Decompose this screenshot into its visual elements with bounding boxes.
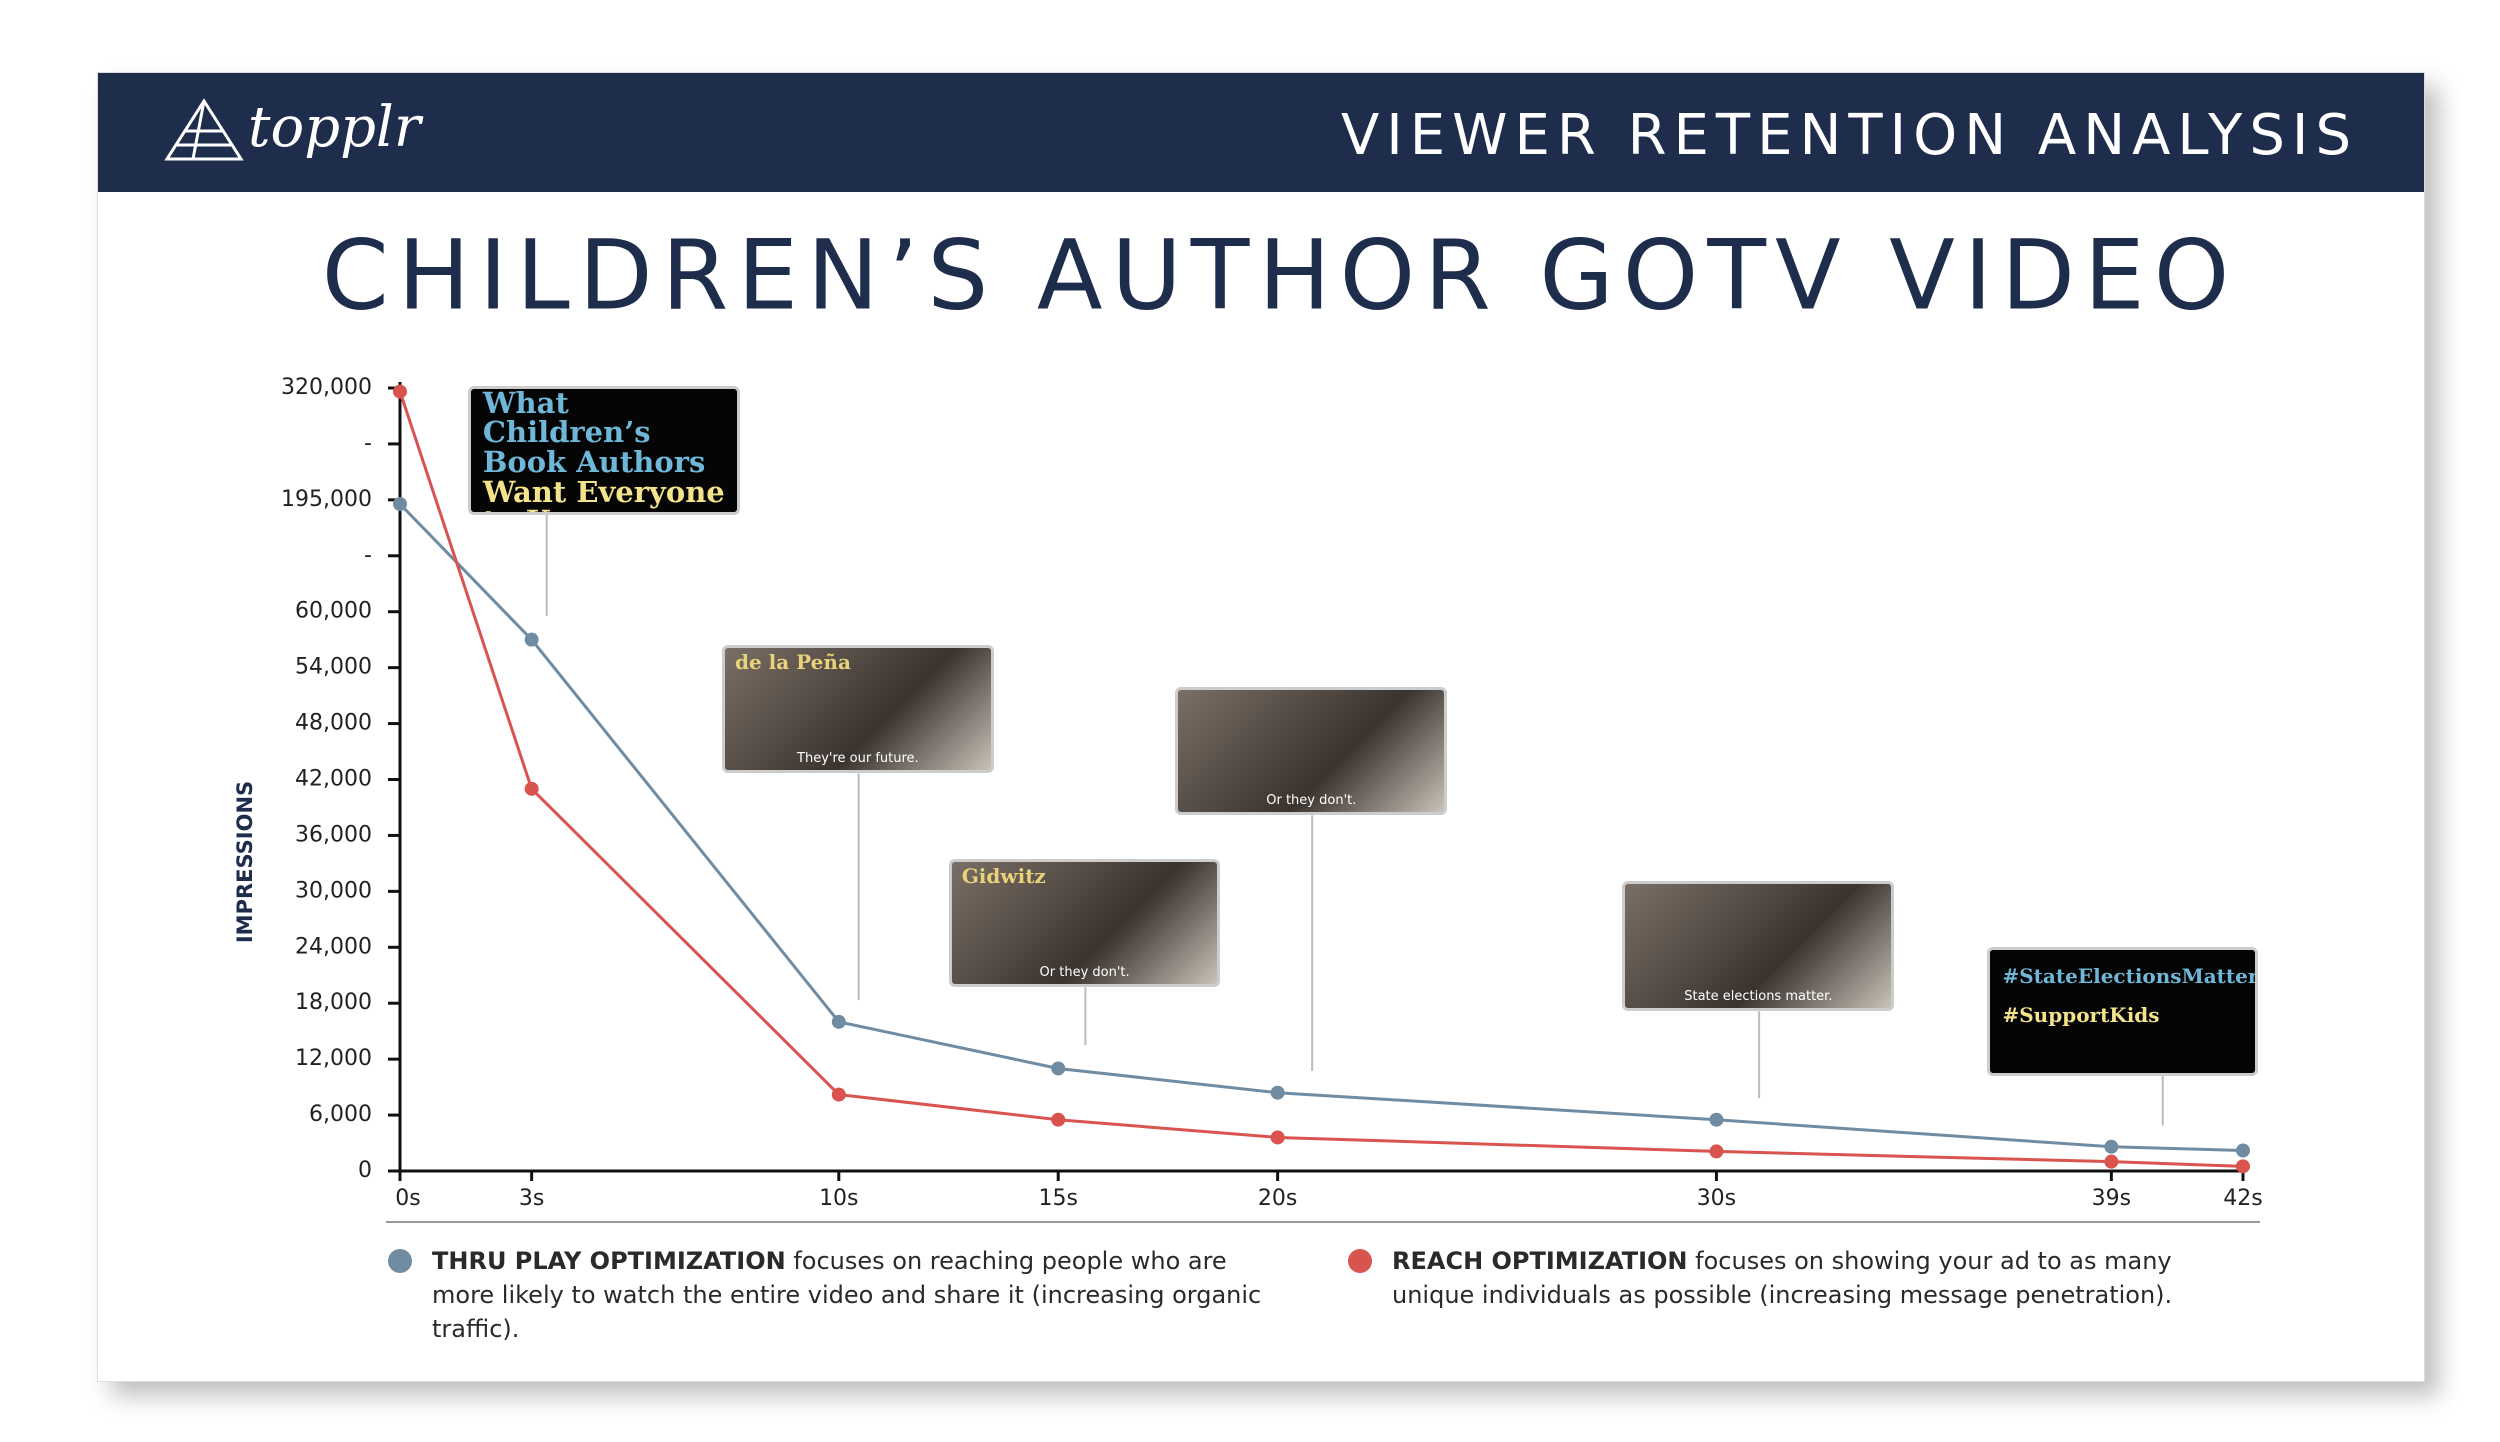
y-axis-label: IMPRESSIONS (233, 781, 257, 943)
y-tick-label: 42,000 (295, 767, 372, 792)
legend-entry: REACH OPTIMIZATION focuses on showing yo… (1392, 1244, 2252, 1312)
x-tick-label: 39s (2092, 1186, 2131, 1211)
header-title: VIEWER RETENTION ANALYSIS (1340, 103, 2358, 168)
thumbnail-text: #StateElectionsMatter #SupportKids (2002, 964, 2258, 1043)
legend-name: THRU PLAY OPTIMIZATION (432, 1247, 786, 1275)
data-point (524, 781, 539, 796)
y-tick-label: 48,000 (295, 711, 372, 736)
x-tick-label: 3s (519, 1186, 544, 1211)
y-tick-label: 30,000 (295, 878, 372, 903)
y-tick-label: 6,000 (309, 1102, 372, 1127)
thumbnail-name: Gidwitz (961, 863, 1046, 888)
x-tick-label: 10s (819, 1186, 858, 1211)
y-tick-label: 60,000 (295, 599, 372, 624)
data-point (831, 1087, 846, 1102)
data-point (393, 497, 407, 511)
x-tick-label: 15s (1038, 1186, 1077, 1211)
legend-name: REACH OPTIMIZATION (1392, 1247, 1688, 1275)
y-tick-label: 54,000 (295, 655, 372, 680)
legend-description: focuses on showing your ad to as many un… (1392, 1247, 2173, 1309)
x-tick-label: 0s (395, 1186, 420, 1211)
data-point (1270, 1130, 1285, 1145)
card: topplr VIEWER RETENTION ANALYSIS (97, 72, 2425, 1382)
thumbnail: de la Peña They're our future. (721, 644, 994, 774)
legend-marker (1348, 1249, 1372, 1273)
thumbnail-name: de la Peña (734, 649, 851, 674)
series-line (398, 391, 2244, 1168)
data-point (2104, 1139, 2119, 1154)
connectors (545, 514, 2164, 1126)
y-tick-label: 36,000 (295, 822, 372, 847)
thumbnail-caption: Or they don't. (1266, 793, 1357, 809)
y-tick-label: - (364, 431, 372, 456)
chart-title: CHILDREN’S AUTHOR GOTV VIDEO (322, 219, 2239, 331)
data-point (1709, 1112, 1724, 1127)
y-tick-label: 320,000 (281, 375, 372, 400)
x-tick-label: 42s (2223, 1186, 2262, 1211)
thumbnail: State elections matter. (1622, 881, 1895, 1012)
data-point (524, 632, 539, 647)
thumbnail: Or they don't. (1175, 686, 1448, 816)
header: topplr VIEWER RETENTION ANALYSIS (98, 73, 2424, 192)
thumbnail-line: to Know (483, 507, 737, 512)
data-point (2104, 1154, 2119, 1169)
thumbnail-caption: State elections matter. (1684, 989, 1833, 1005)
thumbnail-line: #SupportKids (2002, 1002, 2160, 1027)
data-point (1270, 1085, 1285, 1100)
thumbnail-line: #StateElectionsMatter (2002, 964, 2258, 989)
x-tick-label: 30s (1697, 1186, 1736, 1211)
thumbnail-text: What Children’s Book Authors Want Everyone… (482, 385, 737, 512)
thumbnail-caption: They're our future. (797, 751, 919, 767)
thumbnail: What Children’s Book Authors Want Everyone… (467, 385, 740, 515)
data-point (1709, 1144, 1724, 1159)
logo-icon (164, 98, 244, 161)
data-point (1051, 1061, 1066, 1076)
y-tick-label: - (364, 543, 372, 568)
thumbnail-caption: Or they don't. (1039, 965, 1130, 981)
data-point (393, 384, 407, 399)
y-tick-label: 18,000 (295, 990, 372, 1015)
x-tick-label: 20s (1258, 1186, 1297, 1211)
legend-description: focuses on reaching people who are more … (432, 1247, 1262, 1343)
y-tick-label: 12,000 (295, 1046, 372, 1071)
thumbnail-line: Want Everyone (482, 474, 725, 509)
y-tick-label: 0 (358, 1158, 372, 1183)
data-point (2236, 1159, 2250, 1174)
thumbnail-line: What Children’s (482, 385, 651, 450)
series-line (398, 502, 2244, 1152)
thumbnail: Gidwitz Or they don't. (948, 858, 1221, 988)
thumbnail-line: Book Authors (482, 445, 706, 480)
legend-entry: THRU PLAY OPTIMIZATION focuses on reachi… (432, 1244, 1292, 1346)
y-tick-label: 195,000 (281, 487, 372, 512)
data-point (2236, 1143, 2250, 1158)
thumbnail: #StateElectionsMatter #SupportKids (1987, 947, 2258, 1076)
data-point (831, 1014, 846, 1029)
brand: topplr (248, 95, 421, 160)
y-tick-label: 24,000 (295, 934, 372, 959)
data-point (1051, 1112, 1066, 1127)
legend-marker (388, 1249, 412, 1273)
